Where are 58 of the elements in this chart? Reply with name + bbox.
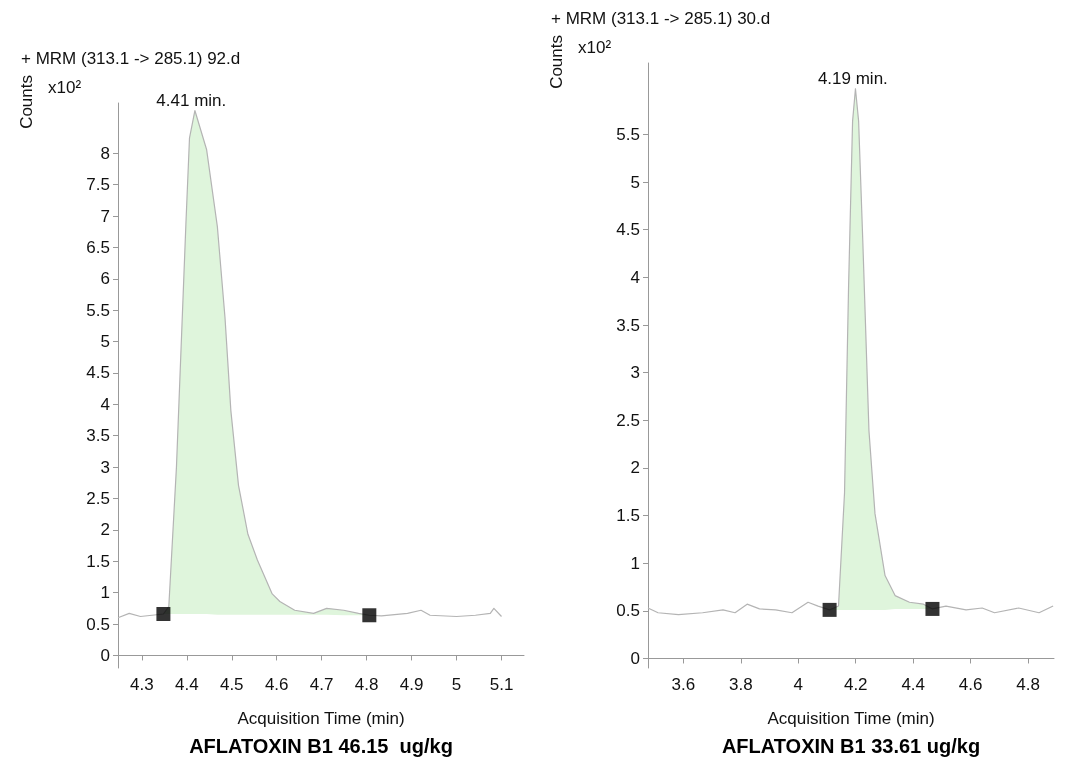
y-tick-label: 7 xyxy=(100,206,110,226)
y-tick-label: 3.5 xyxy=(616,315,640,335)
x-tick-label: 4.7 xyxy=(309,675,334,694)
y-tick-label: 1 xyxy=(630,553,640,573)
y-tick-label: 4 xyxy=(100,394,110,414)
x-tick-label: 5 xyxy=(451,675,462,694)
x-tick-label: 4.4 xyxy=(901,675,926,694)
y-tick-label: 2.5 xyxy=(86,489,110,508)
x-tick-label: 5.1 xyxy=(489,675,514,694)
text: x10² xyxy=(48,78,82,97)
y-tick-label: 7.5 xyxy=(86,175,110,195)
y-tick-label: 6 xyxy=(100,269,110,289)
x-tick-label: 4.3 xyxy=(130,675,154,694)
x-tick-label: 4.9 xyxy=(399,675,424,694)
text: AFLATOXIN B1 33.61 ug/kg xyxy=(721,735,981,757)
y-tick-label: 5.5 xyxy=(86,300,110,320)
y-tick-label: 3 xyxy=(100,457,110,477)
x-tick-label: 4.2 xyxy=(843,675,868,694)
y-tick-label: 0.5 xyxy=(86,614,110,634)
y-axis-title: Counts xyxy=(17,74,36,129)
x-tick-label: 3.8 xyxy=(728,675,753,694)
line-series xyxy=(647,88,1054,616)
y-tick-label: 1.5 xyxy=(86,551,110,571)
text: x10² xyxy=(578,38,612,57)
y-tick-label: 3.5 xyxy=(86,426,110,446)
y-tick-label: 2.5 xyxy=(616,410,640,430)
y-tick-label: 5 xyxy=(630,172,640,192)
y-tick-label: 8 xyxy=(100,143,110,163)
text: AFLATOXIN B1 46.15 ug/kg xyxy=(189,735,453,757)
x-axis-title: Acquisition Time (min) xyxy=(237,709,405,728)
chart-title: + MRM (313.1 -> 285.1) 92.d xyxy=(21,49,241,68)
x-axis-title: Acquisition Time (min) xyxy=(767,709,935,728)
x-tick-label: 4.5 xyxy=(219,675,244,694)
x-tick-label: 4.6 xyxy=(958,675,983,694)
annotation: 4.19 min. xyxy=(817,68,888,88)
y-tick-label: 0 xyxy=(100,645,110,665)
x-tick-label: 3.6 xyxy=(671,675,696,694)
y-tick-label: 5.5 xyxy=(616,124,640,144)
chart-title: + MRM (313.1 -> 285.1) 30.d xyxy=(551,9,771,28)
y-tick-label: 1 xyxy=(100,583,110,603)
x-tick-label: 4.8 xyxy=(354,675,379,694)
x-tick-label: 4.8 xyxy=(1016,675,1040,694)
y-tick-label: 6.5 xyxy=(86,237,110,257)
x-tick-label: 4 xyxy=(793,675,804,694)
annotation: 4.41 min. xyxy=(156,90,227,110)
y-tick-label: 1.5 xyxy=(616,506,640,526)
y-tick-label: 4.5 xyxy=(616,220,640,240)
y-tick-label: 4.5 xyxy=(86,363,110,383)
y-tick-label: 0.5 xyxy=(616,601,640,621)
y-tick-label: 4 xyxy=(630,267,640,287)
y-axis-title: Counts xyxy=(547,34,566,89)
y-tick-label: 3 xyxy=(630,363,640,383)
y-tick-label: 2 xyxy=(630,458,640,478)
y-tick-label: 0 xyxy=(630,648,640,668)
x-tick-label: 4.4 xyxy=(174,675,199,694)
y-tick-label: 2 xyxy=(100,520,110,540)
y-tick-label: 5 xyxy=(100,332,110,352)
x-tick-label: 4.6 xyxy=(264,675,289,694)
